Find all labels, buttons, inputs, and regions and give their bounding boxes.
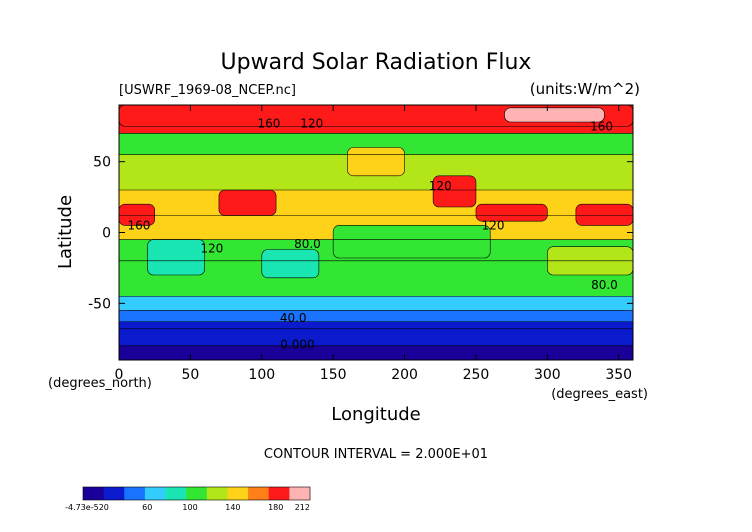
colorbar-label: 180 [268,503,283,512]
colorbar-label: 140 [225,503,240,512]
contour-label: 40.0 [280,311,307,325]
colorbar-cell [186,487,208,500]
colorbar-cell [124,487,146,500]
x-tick-label: 100 [248,367,275,383]
x-tick-label: 300 [534,367,561,383]
y-axis-label: Latitude [55,195,76,269]
y-tick-label: -50 [88,296,111,312]
heatmap-patch [347,147,405,177]
chart-title: Upward Solar Radiation Flux [221,50,532,75]
colorbar-cell [268,487,290,500]
contour-label: 120 [300,117,323,131]
x-axis: 0 50 100 150 200 250 300 350 [115,105,632,383]
colorbar-cell [248,487,270,500]
colorbar-frame [82,486,311,501]
heatmap-patch [261,249,320,279]
heatmap-patch [119,203,155,226]
contour-label: 160 [590,120,613,134]
contour-label: 80.0 [591,278,618,292]
heatmap-patch [147,239,205,276]
colorbar-cell [83,487,105,500]
heatmap-patch [119,105,633,127]
units-label: (units:W/m^2) [530,80,640,98]
colorbar: -4.73e-520 60 100 140 180 212 [65,486,311,512]
y-unit-label: (degrees_north) [48,376,152,391]
x-tick-label: 50 [181,367,199,383]
x-tick-label: 0 [115,367,124,383]
contour-interval: CONTOUR INTERVAL = 2.000E+01 [264,447,488,462]
contour-label: 160 [128,219,151,233]
colorbar-label: 100 [182,503,197,512]
x-tick-label: 150 [320,367,347,383]
heatmap-band [119,296,633,311]
colorbar-label: 60 [142,503,152,512]
colorbar-cell [289,487,311,500]
file-label: [USWRF_1969-08_NCEP.nc] [119,83,296,98]
contour-labels: 160 120 160 120 160 120 120 80.0 80.0 40.0 0.000 [128,117,618,352]
colorbar-cell [165,487,187,500]
heatmap-band [119,321,633,329]
contour-label: 160 [257,117,280,131]
contour-label: 120 [429,179,452,193]
x-tick-label: 350 [605,367,632,383]
heatmap-band [119,133,633,155]
y-axis: 50 0 -50 [88,155,633,312]
heatmap-band [119,345,633,360]
heatmap-patch [504,107,605,123]
heatmap-band [119,310,633,322]
y-tick-label: 0 [102,226,111,242]
x-tick-label: 250 [463,367,490,383]
heatmap-patch [432,175,477,208]
heatmap-plot [119,105,633,360]
heatmap-band [119,328,633,346]
x-axis-label: Longitude [331,404,421,425]
colorbar-cell [144,487,167,500]
y-tick-label: 50 [93,155,111,171]
colorbar-cell [227,487,249,500]
x-unit-label: (degrees_east) [551,387,648,402]
colorbar-label: 212 [295,503,310,512]
contour-label: 80.0 [294,237,321,251]
colorbar-label: -4.73e-520 [65,503,109,512]
x-tick-label: 200 [391,367,418,383]
colorbar-cell [206,487,228,500]
heatmap-patch [332,225,491,259]
colorbar-cell [103,487,125,500]
heatmap-band [119,190,633,216]
contour-label: 120 [482,219,505,233]
heatmap-patch [475,203,548,222]
contour-label: 120 [200,241,223,255]
heatmap-patch [218,189,277,216]
heatmap-patch [575,203,633,226]
contour-label: 0.000 [280,338,314,352]
